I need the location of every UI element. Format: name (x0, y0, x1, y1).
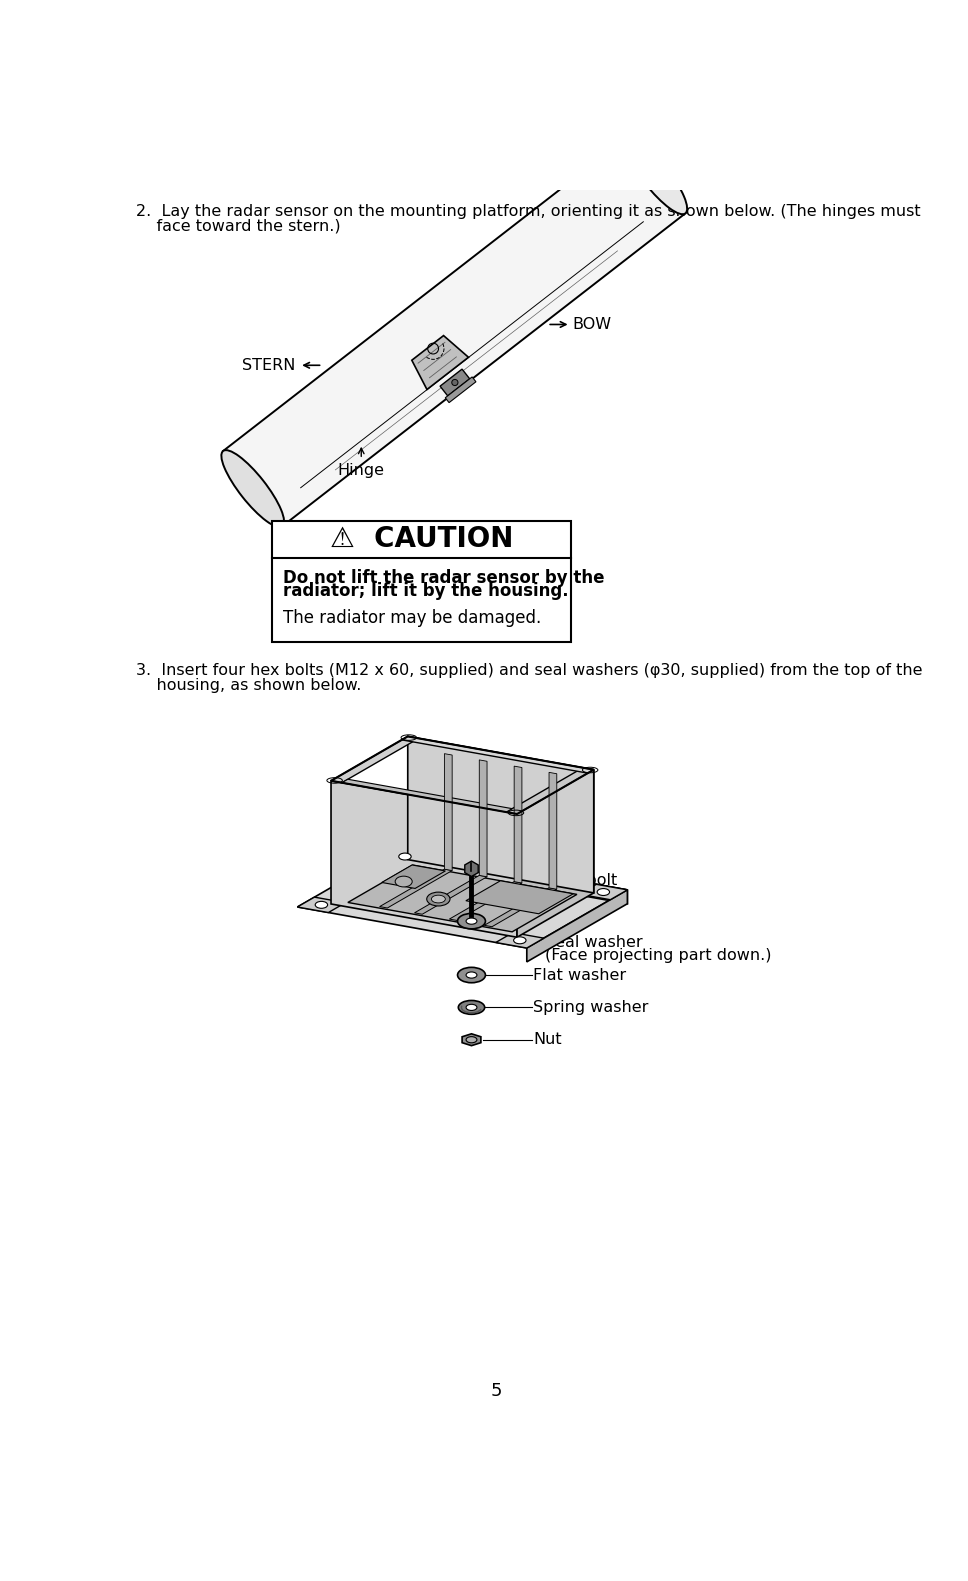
Text: Hinge: Hinge (338, 463, 384, 477)
Text: radiator; lift it by the housing.: radiator; lift it by the housing. (283, 582, 568, 601)
Circle shape (452, 379, 458, 386)
Text: 2.  Lay the radar sensor on the mounting platform, orienting it as shown below. : 2. Lay the radar sensor on the mounting … (136, 204, 922, 218)
Polygon shape (514, 767, 522, 884)
Polygon shape (484, 889, 557, 926)
Polygon shape (549, 773, 557, 889)
Ellipse shape (399, 854, 411, 860)
Ellipse shape (466, 919, 477, 925)
Polygon shape (297, 849, 627, 949)
Polygon shape (479, 760, 487, 877)
Text: face toward the stern.): face toward the stern.) (136, 220, 341, 234)
Polygon shape (462, 1034, 481, 1045)
Ellipse shape (427, 892, 450, 906)
Text: BOW: BOW (573, 316, 612, 332)
Polygon shape (466, 881, 573, 914)
Ellipse shape (458, 968, 485, 983)
Ellipse shape (458, 914, 485, 930)
Polygon shape (348, 865, 577, 931)
Polygon shape (579, 884, 627, 900)
Ellipse shape (466, 1037, 477, 1043)
Polygon shape (527, 890, 627, 961)
Text: Spring washer: Spring washer (533, 999, 649, 1015)
Text: Flat washer: Flat washer (533, 968, 626, 982)
Polygon shape (414, 876, 487, 914)
Polygon shape (224, 138, 685, 526)
Ellipse shape (222, 451, 284, 526)
Text: housing, as shown below.: housing, as shown below. (136, 678, 362, 692)
Ellipse shape (466, 972, 477, 979)
Text: Seal washer: Seal washer (545, 934, 643, 950)
Polygon shape (445, 376, 476, 403)
Polygon shape (517, 770, 593, 938)
Ellipse shape (466, 1004, 477, 1010)
Ellipse shape (624, 138, 687, 213)
Ellipse shape (432, 895, 445, 903)
Polygon shape (449, 882, 522, 920)
Text: Do not lift the radar sensor by the: Do not lift the radar sensor by the (283, 569, 604, 587)
Polygon shape (440, 368, 469, 395)
Polygon shape (408, 737, 593, 893)
Ellipse shape (395, 876, 412, 887)
Ellipse shape (514, 938, 526, 944)
Ellipse shape (597, 889, 610, 895)
Polygon shape (297, 896, 346, 912)
Polygon shape (506, 768, 593, 814)
Polygon shape (402, 737, 593, 773)
Text: Hex. bolt: Hex. bolt (545, 873, 618, 889)
Polygon shape (381, 849, 429, 865)
Text: STERN: STERN (242, 357, 295, 373)
Text: The radiator may be damaged.: The radiator may be damaged. (283, 609, 541, 626)
Polygon shape (398, 849, 627, 904)
Bar (272, 520, 570, 642)
Polygon shape (331, 781, 517, 938)
Text: Nut: Nut (533, 1032, 562, 1047)
Polygon shape (465, 862, 478, 876)
Text: 5: 5 (491, 1382, 501, 1399)
Polygon shape (381, 865, 445, 889)
Text: 3.  Insert four hex bolts (M12 x 60, supplied) and seal washers (φ30, supplied) : 3. Insert four hex bolts (M12 x 60, supp… (136, 662, 923, 678)
Polygon shape (496, 933, 544, 949)
Polygon shape (331, 737, 418, 783)
Ellipse shape (316, 901, 327, 909)
Polygon shape (444, 754, 452, 871)
Polygon shape (411, 335, 469, 389)
Ellipse shape (458, 1001, 485, 1015)
Text: ⚠  CAUTION: ⚠ CAUTION (330, 525, 513, 553)
Polygon shape (342, 779, 512, 813)
Text: (Face projecting part down.): (Face projecting part down.) (545, 949, 771, 963)
Polygon shape (379, 870, 452, 907)
